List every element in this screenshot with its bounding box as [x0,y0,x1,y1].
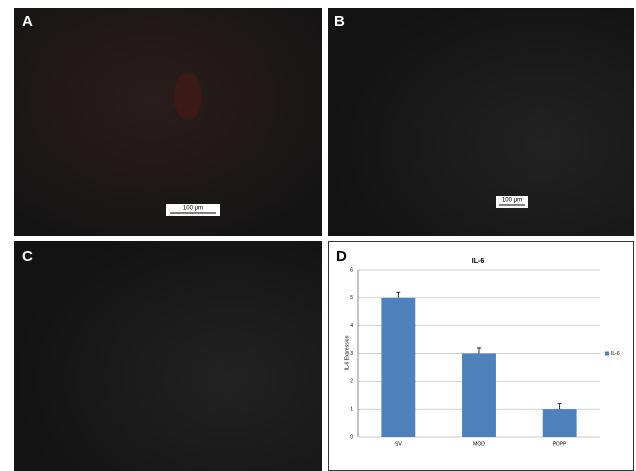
micrograph-a [14,8,322,236]
x-tick-label: PDPP [553,441,567,447]
error-bar [477,347,481,354]
bar [462,353,496,437]
y-tick-label: 4 [350,323,353,329]
scale-bar-label: 100 μm [183,206,203,212]
panel-label: B [334,13,345,30]
y-tick-label: 3 [350,351,353,357]
y-tick-label: 6 [350,267,353,273]
micrograph-b [328,8,634,236]
x-tick-label: SV [395,441,402,447]
stain [174,72,202,120]
legend-label: IL-6 [611,351,620,357]
bar [542,409,577,437]
legend-swatch [605,351,609,356]
error-bar [396,291,401,298]
chart-title: IL-6 [472,258,485,265]
y-tick-label: 2 [350,379,353,385]
error-bar [557,403,562,410]
panel-label: D [336,248,347,265]
bar [381,297,416,437]
y-axis-label: IL-6 Expression [344,335,350,370]
y-tick-label: 0 [350,434,353,440]
panel-label: C [22,248,33,265]
y-tick-label: 5 [350,295,353,301]
x-tick-label: MOD [473,441,485,447]
micrograph-c [14,241,322,471]
y-tick-label: 1 [350,406,353,412]
scale-bar-label: 100 μm [502,198,522,204]
panel-label: A [22,13,33,30]
